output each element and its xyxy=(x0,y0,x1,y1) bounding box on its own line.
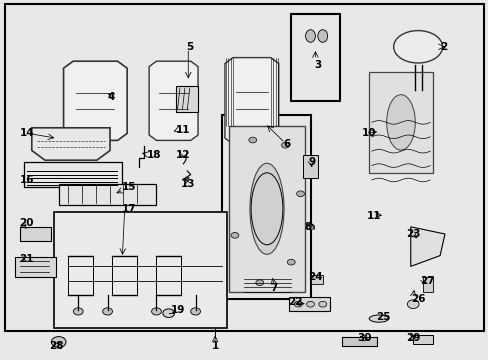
Text: 24: 24 xyxy=(307,272,322,282)
Circle shape xyxy=(287,259,295,265)
PathPatch shape xyxy=(224,58,278,144)
Circle shape xyxy=(102,308,112,315)
Text: 2: 2 xyxy=(439,42,447,52)
Bar xyxy=(15,257,56,277)
Text: 22: 22 xyxy=(288,297,303,307)
Text: 25: 25 xyxy=(376,312,390,322)
Text: 4: 4 xyxy=(107,92,115,102)
Bar xyxy=(368,72,432,173)
Text: 20: 20 xyxy=(20,218,34,228)
Text: 9: 9 xyxy=(307,157,315,167)
Text: 1: 1 xyxy=(211,341,218,351)
Text: 29: 29 xyxy=(405,333,419,343)
Bar xyxy=(288,297,329,311)
Text: 23: 23 xyxy=(405,229,420,239)
Ellipse shape xyxy=(317,30,327,42)
Text: 30: 30 xyxy=(356,333,371,343)
Bar xyxy=(310,275,322,284)
Circle shape xyxy=(281,142,289,148)
Circle shape xyxy=(73,308,83,315)
Circle shape xyxy=(306,224,314,230)
Circle shape xyxy=(407,300,418,309)
Bar xyxy=(54,212,227,328)
Circle shape xyxy=(296,191,304,197)
Circle shape xyxy=(294,301,302,307)
Text: 15: 15 xyxy=(122,182,137,192)
PathPatch shape xyxy=(149,61,198,140)
Text: 5: 5 xyxy=(185,42,193,52)
PathPatch shape xyxy=(63,61,127,140)
Text: 13: 13 xyxy=(181,179,195,189)
Bar xyxy=(59,184,156,205)
Text: 6: 6 xyxy=(283,139,290,149)
Text: 26: 26 xyxy=(410,294,425,304)
Text: 11: 11 xyxy=(366,211,381,221)
Text: 11: 11 xyxy=(176,125,190,135)
Text: 28: 28 xyxy=(49,341,63,351)
Bar xyxy=(412,335,432,344)
Text: 7: 7 xyxy=(269,283,277,293)
Ellipse shape xyxy=(393,31,442,63)
Circle shape xyxy=(255,280,263,285)
Text: 21: 21 xyxy=(20,254,34,264)
Circle shape xyxy=(248,137,256,143)
Bar xyxy=(20,227,51,241)
Bar xyxy=(290,14,339,101)
Circle shape xyxy=(306,301,314,307)
Bar xyxy=(422,277,432,292)
Text: 19: 19 xyxy=(171,305,185,315)
Bar xyxy=(176,86,198,112)
Text: 17: 17 xyxy=(122,204,137,214)
Text: 18: 18 xyxy=(146,150,161,160)
Text: 8: 8 xyxy=(304,222,311,232)
Bar xyxy=(228,126,305,292)
Circle shape xyxy=(190,308,200,315)
Bar xyxy=(303,155,317,178)
Circle shape xyxy=(151,308,161,315)
Bar xyxy=(342,337,376,346)
Polygon shape xyxy=(410,227,444,266)
Text: 12: 12 xyxy=(176,150,190,160)
Ellipse shape xyxy=(368,315,388,322)
PathPatch shape xyxy=(32,128,110,160)
Circle shape xyxy=(163,309,174,318)
Bar xyxy=(222,115,310,299)
Bar xyxy=(290,14,339,101)
Circle shape xyxy=(51,337,66,347)
Ellipse shape xyxy=(305,30,315,42)
Circle shape xyxy=(318,301,326,307)
Text: 14: 14 xyxy=(20,128,34,138)
Circle shape xyxy=(230,233,238,238)
Text: 27: 27 xyxy=(420,276,434,286)
Text: 16: 16 xyxy=(20,175,34,185)
Text: 3: 3 xyxy=(314,60,321,70)
Ellipse shape xyxy=(386,95,414,150)
Text: 10: 10 xyxy=(361,128,376,138)
Ellipse shape xyxy=(249,163,284,255)
Bar xyxy=(24,162,122,187)
